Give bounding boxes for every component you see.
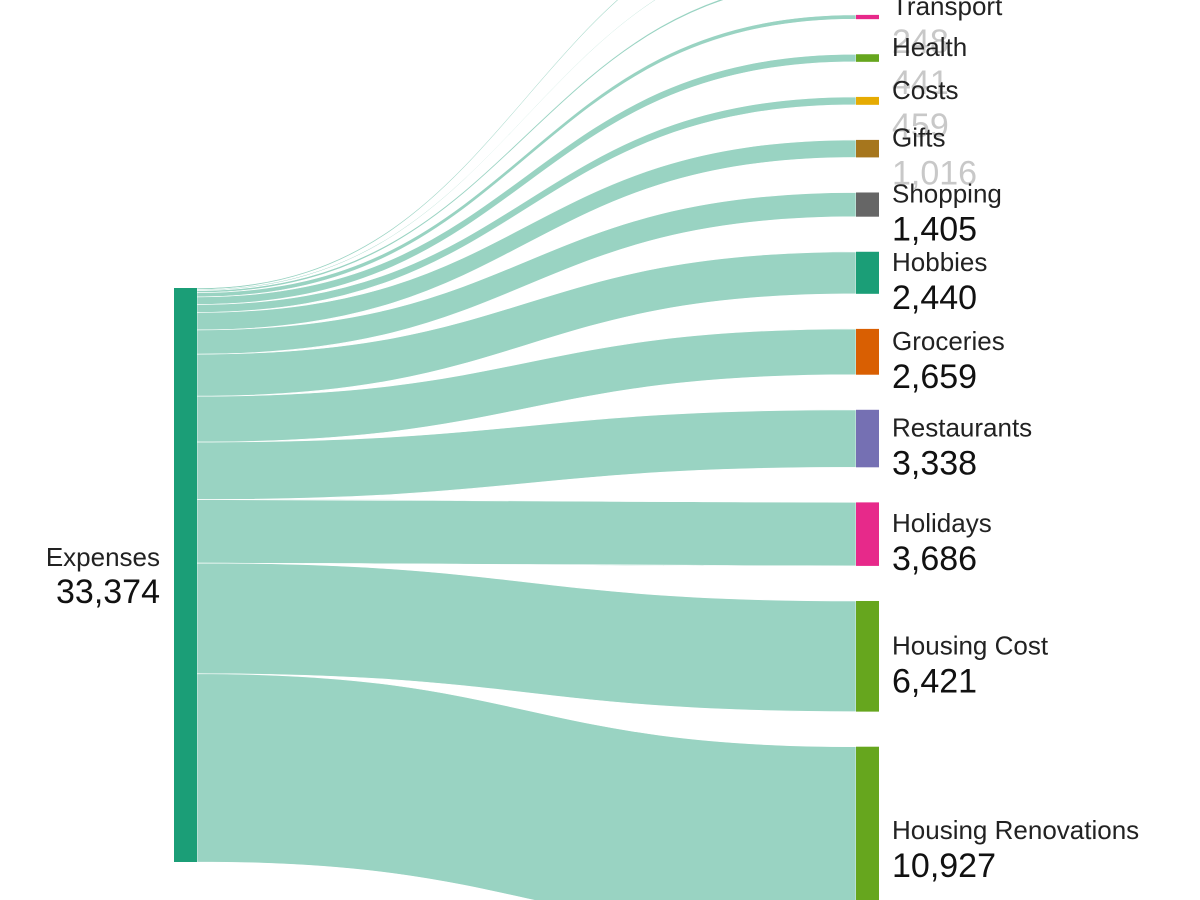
node-label-health: Health [892,32,967,62]
node-label-gifts: Gifts [892,123,945,153]
node-health [856,54,879,62]
node-value-groceries: 2,659 [892,358,977,396]
node-label-housing-cost: Housing Cost [892,630,1049,660]
node-value-transport: 248 [892,23,949,61]
node-value-housing-renovations: 10,927 [892,847,996,885]
node-housing-cost [856,600,879,712]
link-minor-0 [196,0,619,290]
node-label-costs: Costs [892,75,958,105]
node-label-holidays: Holidays [892,508,992,538]
label-group: Transport248Health441Costs459Gifts1,016S… [46,0,1139,885]
node-value-gifts: 1,016 [892,155,977,193]
link-minor-2 [196,0,726,293]
link-costs [196,96,857,313]
node-label-restaurants: Restaurants [892,413,1032,443]
node-costs [856,96,879,105]
node-value-holidays: 3,686 [892,540,977,578]
node-value-health: 441 [892,64,949,102]
link-group [196,0,857,900]
node-groceries [856,328,879,375]
node-value-housing-cost: 6,421 [892,662,977,700]
link-transport [196,14,857,298]
node-gifts [856,139,879,158]
node-restaurants [856,409,879,468]
node-transport [856,14,879,20]
node-label-groceries: Groceries [892,326,1005,356]
node-holidays [856,502,879,566]
link-holidays [196,499,857,567]
link-minor-1 [196,0,657,291]
node-value-expenses: 33,374 [56,573,160,611]
node-label-transport: Transport [892,0,1003,21]
node-hobbies [856,251,879,294]
node-label-expenses: Expenses [46,542,160,572]
link-housing-renovations [196,673,857,900]
node-label-hobbies: Hobbies [892,247,987,277]
node-shopping [856,192,879,217]
node-group [174,14,879,900]
node-expenses [174,288,197,862]
node-value-restaurants: 3,338 [892,445,977,483]
node-label-housing-renovations: Housing Renovations [892,815,1139,845]
node-housing-renovations [856,746,879,900]
node-label-shopping: Shopping [892,179,1002,209]
node-value-hobbies: 2,440 [892,279,977,317]
node-value-shopping: 1,405 [892,211,977,249]
node-value-costs: 459 [892,107,949,145]
